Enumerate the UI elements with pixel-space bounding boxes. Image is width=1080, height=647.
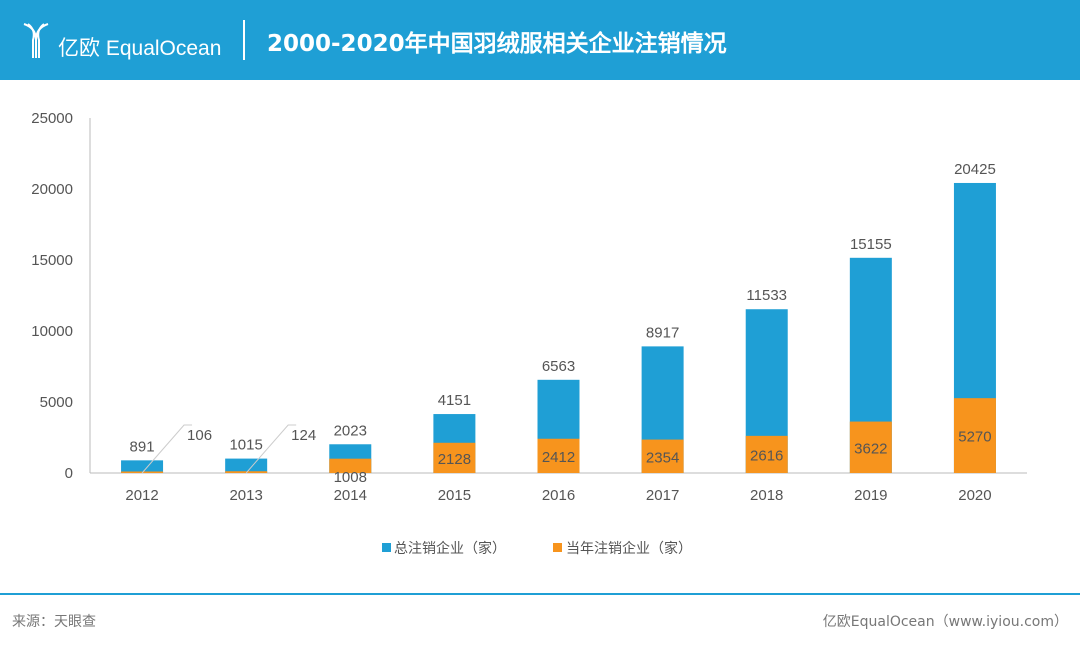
data-label-total: 15155 bbox=[850, 236, 892, 253]
logo-text: 亿欧 EqualOcean bbox=[58, 37, 222, 60]
y-tick-label: 20000 bbox=[31, 181, 73, 198]
data-label-annual: 2412 bbox=[542, 449, 575, 466]
logo: 亿欧 EqualOcean bbox=[22, 18, 221, 62]
bar-chart: 0 5000 10000 15000 20000 25000 891 106 2012 1015 1… bbox=[31, 110, 1027, 556]
x-tick-label: 2015 bbox=[438, 487, 471, 504]
y-tick-label: 25000 bbox=[31, 110, 73, 127]
bar-total bbox=[225, 458, 268, 473]
header-divider bbox=[243, 20, 245, 60]
data-label-total: 891 bbox=[130, 438, 155, 455]
header-bar: 亿欧 EqualOcean 2000-2020年中国羽绒服相关企业注销情况 bbox=[0, 0, 1080, 80]
bar-total bbox=[121, 460, 164, 473]
y-tick-label: 5000 bbox=[40, 394, 73, 411]
bar-annual bbox=[641, 439, 684, 473]
bar-annual bbox=[537, 438, 580, 473]
y-tick-label: 10000 bbox=[31, 323, 73, 340]
x-tick-label: 2016 bbox=[542, 487, 575, 504]
y-tick-label: 0 bbox=[65, 465, 73, 482]
data-label-total: 6563 bbox=[542, 358, 575, 375]
leader-line bbox=[141, 424, 193, 474]
legend-label-annual: 当年注销企业（家） bbox=[566, 540, 692, 556]
legend-swatch-total bbox=[382, 543, 391, 552]
data-label-total: 2023 bbox=[334, 422, 367, 439]
y-tick-label: 15000 bbox=[31, 252, 73, 269]
data-label-total: 8917 bbox=[646, 324, 679, 341]
legend-label-total: 总注销企业（家） bbox=[394, 540, 506, 556]
x-tick-label: 2018 bbox=[750, 487, 783, 504]
data-label-annual: 106 bbox=[187, 427, 212, 444]
x-tick-label: 2013 bbox=[229, 487, 262, 504]
x-tick-label: 2017 bbox=[646, 487, 679, 504]
bar-annual bbox=[329, 458, 372, 473]
data-label-annual: 3622 bbox=[854, 440, 887, 457]
bar-annual bbox=[433, 442, 476, 473]
data-label-total: 20425 bbox=[954, 161, 996, 178]
equalocean-logo-icon bbox=[23, 23, 49, 58]
data-label-annual: 124 bbox=[291, 427, 316, 444]
data-label-annual: 1008 bbox=[334, 469, 367, 486]
data-label-total: 11533 bbox=[746, 287, 787, 304]
x-tick-label: 2014 bbox=[334, 487, 367, 504]
credit-text: 亿欧EqualOcean（www.iyiou.com） bbox=[822, 614, 1068, 630]
source-text: 来源：天眼查 bbox=[12, 614, 96, 630]
x-tick-label: 2019 bbox=[854, 487, 887, 504]
bar-annual bbox=[849, 421, 892, 473]
x-tick-label: 2020 bbox=[958, 487, 991, 504]
bar-annual bbox=[953, 398, 996, 473]
x-tick-label: 2012 bbox=[125, 487, 158, 504]
page-title: 2000-2020年中国羽绒服相关企业注销情况 bbox=[267, 31, 727, 57]
data-label-total: 4151 bbox=[438, 392, 471, 409]
data-label-annual: 5270 bbox=[958, 429, 991, 446]
bar-annual bbox=[745, 435, 788, 473]
bar-annual bbox=[225, 471, 268, 473]
leader-line bbox=[245, 424, 297, 474]
data-label-annual: 2354 bbox=[646, 449, 679, 466]
legend-swatch-annual bbox=[553, 543, 562, 552]
footer-divider bbox=[0, 593, 1080, 595]
data-label-annual: 2128 bbox=[438, 451, 471, 468]
data-label-annual: 2616 bbox=[750, 447, 783, 464]
data-label-total: 1015 bbox=[229, 437, 262, 454]
